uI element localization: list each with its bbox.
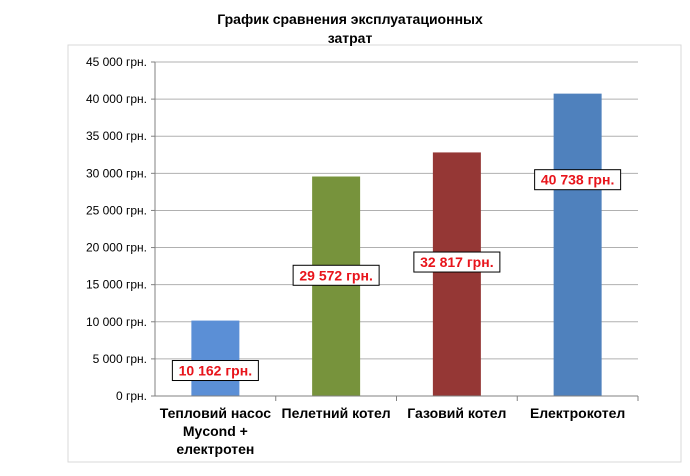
data-labels: 10 162 грн. 29 572 грн. 32 817 грн. 40 738 … [171, 169, 622, 382]
y-tick-label: 0 грн. [116, 389, 147, 403]
y-tick-label: 20 000 грн. [86, 241, 147, 255]
category-label: Газовий котел [407, 405, 506, 421]
y-tick-label: 30 000 грн. [86, 166, 147, 180]
bar [432, 152, 481, 396]
bar [191, 320, 240, 396]
y-tick-label: 35 000 грн. [86, 129, 147, 143]
chart-title-line-1: График сравнения эксплуатационных [217, 11, 483, 27]
data-label-text: 10 162 грн. [179, 363, 252, 379]
y-tick-label: 15 000 грн. [86, 278, 147, 292]
data-label-box [292, 264, 380, 286]
category-label: Тепловий насос [160, 405, 271, 421]
y-tick-label: 40 000 грн. [86, 92, 147, 106]
data-label: 40 738 грн. [534, 169, 622, 191]
category-labels: Тепловий насос Mycond + електротен Пелетний… [160, 396, 639, 457]
data-label: 29 572 грн. [292, 264, 380, 286]
y-axis-ticks: 0 грн. 5 000 грн. 10 000 грн. 15 000 грн. 20… [86, 55, 155, 403]
data-label-box [413, 251, 501, 273]
chart-title-line-2: затрат [328, 30, 373, 46]
data-label: 32 817 грн. [413, 251, 501, 273]
data-label: 10 162 грн. [171, 360, 259, 382]
bar [553, 93, 602, 396]
y-tick-label: 5 000 грн. [93, 352, 147, 366]
bar [312, 176, 361, 396]
bars [191, 93, 602, 396]
data-label-text: 40 738 грн. [541, 172, 614, 188]
category-label: електротен [176, 441, 254, 457]
data-label-box [534, 169, 622, 191]
category-label: Mycond + [183, 423, 248, 439]
y-tick-label: 10 000 грн. [86, 315, 147, 329]
data-label-text: 29 572 грн. [299, 267, 372, 283]
y-tick-label: 45 000 грн. [86, 55, 147, 69]
y-tick-label: 25 000 грн. [86, 203, 147, 217]
data-label-box [171, 360, 259, 382]
data-label-text: 32 817 грн. [420, 254, 493, 270]
category-label: Електрокотел [530, 405, 625, 421]
category-label: Пелетний котел [282, 405, 391, 421]
